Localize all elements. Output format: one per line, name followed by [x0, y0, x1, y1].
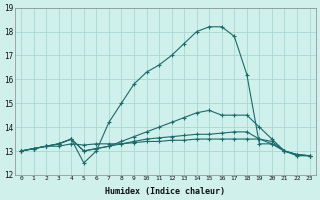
X-axis label: Humidex (Indice chaleur): Humidex (Indice chaleur) — [105, 187, 225, 196]
